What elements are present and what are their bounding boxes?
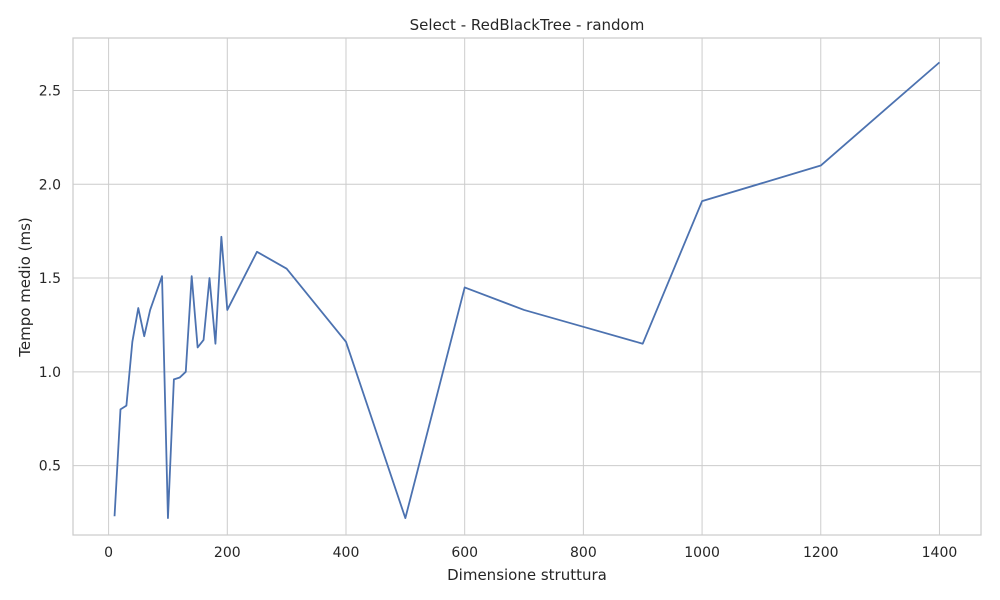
x-tick-label: 800 [570,545,597,561]
plot-background [73,38,981,535]
x-tick-label: 1200 [803,545,839,561]
x-tick-label: 1000 [684,545,720,561]
y-tick-label: 1.5 [39,271,61,287]
y-tick-label: 0.5 [39,459,61,475]
y-tick-label: 1.0 [39,365,61,381]
x-tick-label: 0 [104,545,113,561]
y-axis-label: Tempo medio (ms) [16,217,34,358]
x-axis-label: Dimensione struttura [447,566,607,584]
y-tick-labels: 0.5 1.0 1.5 2.0 2.5 [39,84,61,475]
gridlines [73,38,981,535]
plot-frame [72,37,982,536]
x-tick-label: 600 [451,545,478,561]
chart-title: Select - RedBlackTree - random [410,16,645,34]
x-tick-label: 1400 [922,545,958,561]
x-tick-label: 200 [214,545,241,561]
series-group [113,61,941,520]
y-tick-label: 2.0 [39,177,61,193]
x-tick-labels: 0 200 400 600 800 1000 1200 1400 [104,545,957,561]
x-tick-label: 400 [333,545,360,561]
series-line [113,61,941,520]
y-tick-label: 2.5 [39,84,61,100]
